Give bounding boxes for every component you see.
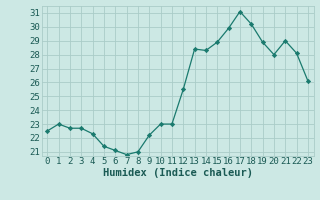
X-axis label: Humidex (Indice chaleur): Humidex (Indice chaleur) [103, 168, 252, 178]
